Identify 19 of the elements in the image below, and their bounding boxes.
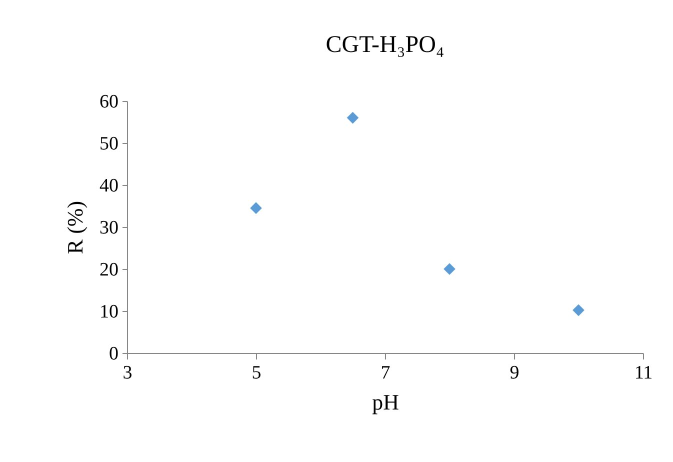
chart-title: CGT-H₃PO₄ xyxy=(326,32,444,58)
x-axis-title: pH xyxy=(372,390,400,414)
y-tick-label: 10 xyxy=(100,302,118,322)
y-tick-label: 20 xyxy=(100,260,118,280)
y-tick-label: 30 xyxy=(100,218,118,238)
y-tick-label: 60 xyxy=(100,92,118,112)
point xyxy=(444,263,456,275)
point xyxy=(250,202,262,214)
point xyxy=(346,112,359,124)
x-tick-label: 9 xyxy=(510,362,520,384)
y-tick-label: 0 xyxy=(109,344,118,364)
x-tick-label: 11 xyxy=(634,362,653,384)
y-tick-label: 40 xyxy=(100,176,118,196)
y-axis-title: R (%) xyxy=(62,200,88,254)
x-tick-label: 5 xyxy=(252,362,262,384)
point xyxy=(572,304,584,316)
y-tick-label: 50 xyxy=(100,134,118,154)
x-tick-label: 3 xyxy=(122,362,132,384)
x-tick-label: 7 xyxy=(380,362,390,384)
